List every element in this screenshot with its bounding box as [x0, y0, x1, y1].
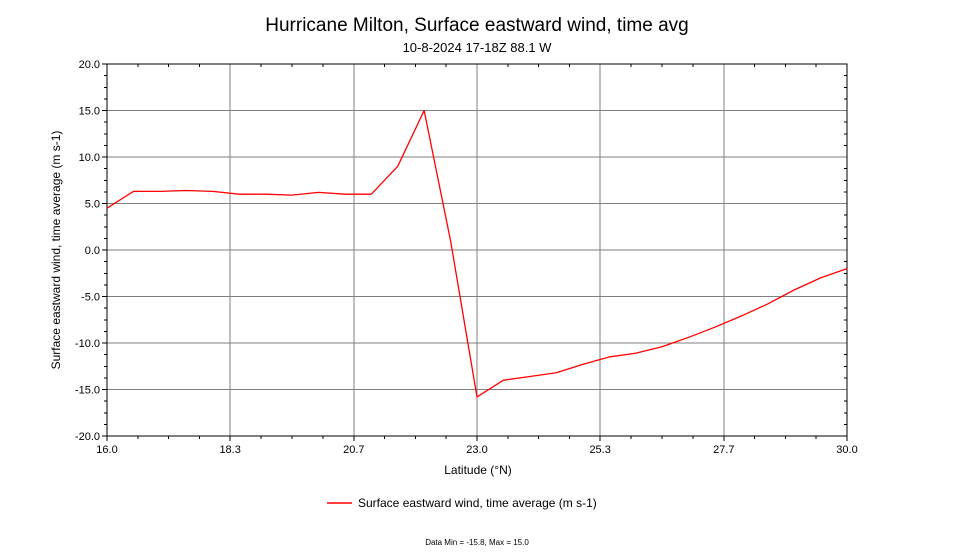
y-tick-label: -10.0: [75, 338, 100, 350]
legend: Surface eastward wind, time average (m s…: [327, 496, 597, 510]
chart-title: Hurricane Milton, Surface eastward wind,…: [265, 15, 688, 36]
x-tick-label: 16.0: [96, 444, 117, 456]
y-tick-label: -5.0: [81, 292, 100, 304]
legend-label: Surface eastward wind, time average (m s…: [358, 496, 597, 510]
x-tick-label: 30.0: [836, 444, 857, 456]
y-tick-label: 5.0: [85, 199, 100, 211]
series-line: [106, 109, 848, 398]
x-tick-label: 25.3: [589, 444, 610, 456]
y-tick-label: 20.0: [79, 59, 100, 71]
y-tick-label: -20.0: [75, 431, 100, 443]
x-tick-label: 18.3: [219, 444, 240, 456]
y-tick-label: -15.0: [75, 385, 100, 397]
ticks: 16.0 18.3 20.7 23.0 25.3 27.7 30.0 20.0 15.0 10.0…: [75, 59, 858, 456]
y-tick-label: 0.0: [85, 245, 100, 257]
series-group: [106, 109, 848, 398]
y-tick-label: 10.0: [79, 152, 100, 164]
y-axis-label: Surface eastward wind, time average (m s…: [49, 131, 63, 370]
grid: [107, 64, 847, 436]
x-tick-label: 23.0: [466, 444, 487, 456]
chart-subtitle: 10-8-2024 17-18Z 88.1 W: [403, 40, 553, 55]
x-tick-label: 27.7: [713, 444, 734, 456]
y-tick-label: 15.0: [79, 106, 100, 118]
x-tick-label: 20.7: [343, 444, 364, 456]
data-range-note: Data Min = -15.8, Max = 15.0: [425, 538, 529, 547]
x-axis-label: Latitude (°N): [444, 463, 512, 477]
